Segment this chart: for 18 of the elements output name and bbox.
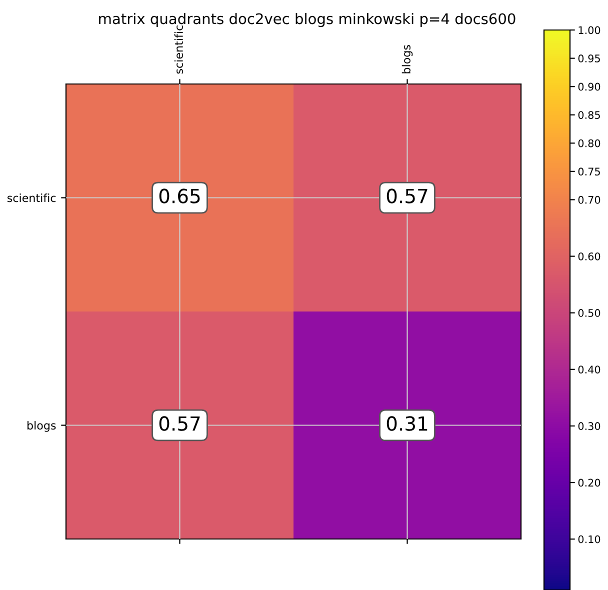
color-bar-label: 0.20 — [578, 478, 600, 487]
color-bar-label: 0.60 — [578, 252, 600, 260]
color-bar-label: 0.95 — [578, 54, 600, 62]
data-label: 0.65 — [159, 188, 200, 204]
color-bar-label: 0.70 — [578, 196, 600, 204]
color-bar-label: 0.90 — [578, 82, 600, 91]
data-label: 0.57 — [159, 416, 200, 431]
data-label: 0.31 — [386, 416, 428, 431]
color-bar-label: 0.50 — [578, 309, 600, 317]
color-bar-label: 0.40 — [578, 366, 600, 374]
chart-title: matrix quadrants doc2vec blogs minkowski p=4 docs600 — [99, 12, 516, 28]
color-bar-label: 0.85 — [578, 111, 600, 119]
color-bar-label: 1.00 — [578, 26, 600, 34]
color-bar-label: 0.75 — [578, 168, 600, 176]
color-bar-label: 0.10 — [578, 535, 600, 544]
color-bar-label: 0.80 — [578, 139, 600, 148]
color-bar-label: 0.30 — [578, 422, 600, 430]
data-label: 0.57 — [386, 188, 428, 204]
